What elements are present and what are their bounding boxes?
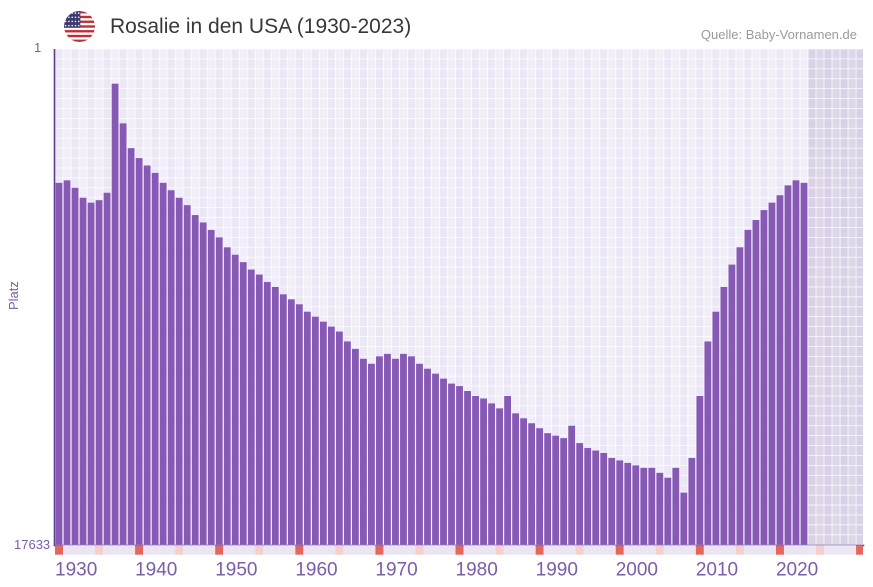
svg-text:1980: 1980	[456, 560, 498, 581]
svg-text:1930: 1930	[55, 560, 97, 581]
svg-text:1950: 1950	[215, 560, 257, 581]
svg-text:2010: 2010	[696, 560, 738, 581]
svg-text:1960: 1960	[295, 560, 337, 581]
svg-text:1990: 1990	[536, 560, 578, 581]
svg-text:2020: 2020	[776, 560, 818, 581]
svg-text:2000: 2000	[616, 560, 658, 581]
svg-text:1940: 1940	[135, 560, 177, 581]
svg-text:1970: 1970	[375, 560, 417, 581]
